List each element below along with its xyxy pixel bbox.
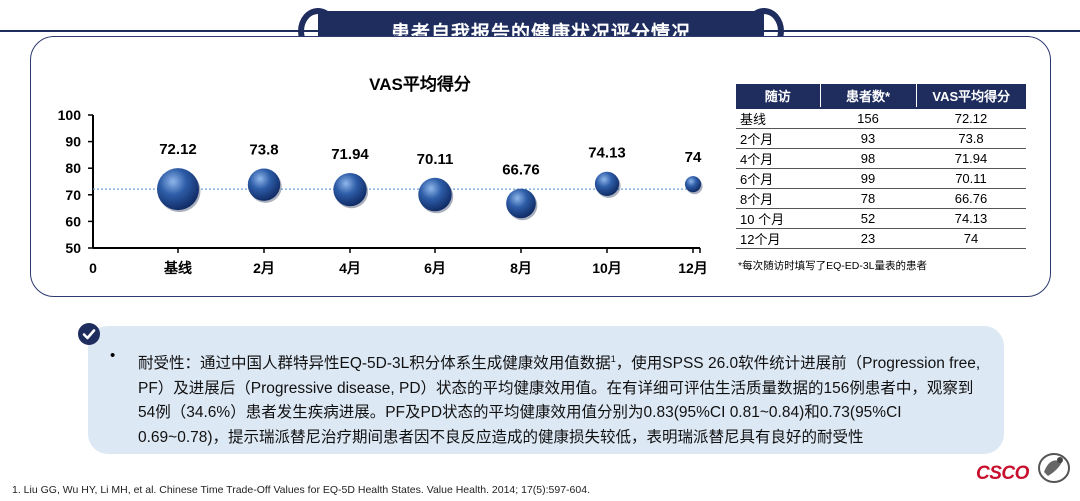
data-bubble (594, 171, 620, 196)
table-row: 10 个月 52 74.13 (736, 208, 1026, 229)
x-tick-label: 6月 (424, 260, 446, 276)
data-label: 71.94 (331, 146, 369, 163)
data-label: 70.11 (417, 151, 454, 168)
table-row: 6个月 99 70.11 (736, 168, 1026, 189)
cell-visit: 12个月 (736, 228, 820, 249)
x-tick-label: 4月 (339, 260, 361, 276)
y-tick-label: 50 (65, 240, 81, 256)
table-row: 基线 156 72.12 (736, 107, 1026, 129)
data-label: 73.8 (249, 141, 278, 158)
y-tick-label: 70 (65, 187, 81, 203)
data-label: 72.12 (159, 141, 197, 158)
cell-visit: 8个月 (736, 188, 820, 209)
info-box (88, 326, 1004, 454)
data-bubble (684, 176, 702, 193)
x-tick-label: 8月 (510, 260, 532, 276)
info-text-part2: ，使用SPSS 26.0软件统计进展前（Progression free, PF… (138, 355, 981, 446)
data-bubble (157, 168, 199, 211)
x-tick-label: 10月 (592, 260, 622, 276)
cell-visit: 10 个月 (736, 208, 820, 229)
chart-title: VAS平均得分 (369, 74, 471, 94)
table-row: 4个月 98 71.94 (736, 148, 1026, 169)
x-tick-label: 12月 (678, 260, 708, 276)
info-text: 耐受性：通过中国人群特异性EQ-5D-3L积分体系生成健康效用值数据1，使用SP… (138, 347, 986, 450)
table-row: 2个月 93 73.8 (736, 128, 1026, 149)
cell-visit: 2个月 (736, 128, 820, 149)
bullet-marker: • (110, 347, 116, 364)
logo-emblem-icon (1038, 453, 1070, 483)
y-tick-label: 90 (65, 134, 81, 150)
table-header-visit: 随访 (736, 84, 821, 108)
reference-footnote: 1. Liu GG, Wu HY, Li MH, et al. Chinese … (12, 484, 590, 496)
cell-vas: 71.94 (916, 148, 1026, 169)
cell-patients: 98 (820, 148, 916, 169)
data-label: 74.13 (588, 145, 626, 162)
table-header-vas: VAS平均得分 (916, 84, 1026, 108)
cell-vas: 70.11 (916, 168, 1026, 189)
cell-vas: 73.8 (916, 128, 1026, 149)
data-label: 74 (685, 149, 702, 166)
table-header-patients: 患者数* (820, 84, 917, 108)
info-text-part1: 耐受性：通过中国人群特异性EQ-5D-3L积分体系生成健康效用值数据 (138, 355, 611, 373)
data-bubble (506, 188, 536, 219)
data-bubble (333, 172, 367, 207)
cell-vas: 74.13 (916, 208, 1026, 229)
cell-visit: 基线 (736, 107, 820, 129)
cell-patients: 23 (820, 228, 916, 249)
cell-patients: 93 (820, 128, 916, 149)
cell-vas: 74 (916, 228, 1026, 249)
cell-patients: 156 (820, 107, 916, 129)
data-bubble (418, 177, 452, 212)
cell-visit: 6个月 (736, 168, 820, 189)
table-row: 12个月 23 74 (736, 228, 1026, 249)
vas-table: 随访 患者数* VAS平均得分 基线 156 72.12 2个月 93 73.8 4个月… (736, 84, 1026, 249)
y-tick-label: 100 (58, 107, 82, 123)
cell-patients: 78 (820, 188, 916, 209)
data-label: 66.76 (502, 162, 540, 179)
cell-patients: 99 (820, 168, 916, 189)
cell-vas: 66.76 (916, 188, 1026, 209)
y-tick-label: 80 (65, 160, 81, 176)
x-tick-label: 基线 (164, 260, 192, 276)
y-tick-label: 60 (65, 213, 81, 229)
logo-text: CSCO (976, 463, 1029, 484)
data-bubble (247, 168, 281, 201)
x-origin-label: 0 (89, 260, 97, 276)
cell-visit: 4个月 (736, 148, 820, 169)
check-circle-icon (78, 323, 100, 345)
table-row: 8个月 78 66.76 (736, 188, 1026, 209)
x-tick-label: 2月 (253, 260, 275, 276)
cell-vas: 72.12 (916, 107, 1026, 129)
citation-superscript: 1 (610, 354, 616, 364)
table-note: *每次随访时填写了EQ-ED-3L量表的患者 (738, 260, 928, 272)
cell-patients: 52 (820, 208, 916, 229)
csco-logo: CSCO (976, 448, 1072, 488)
